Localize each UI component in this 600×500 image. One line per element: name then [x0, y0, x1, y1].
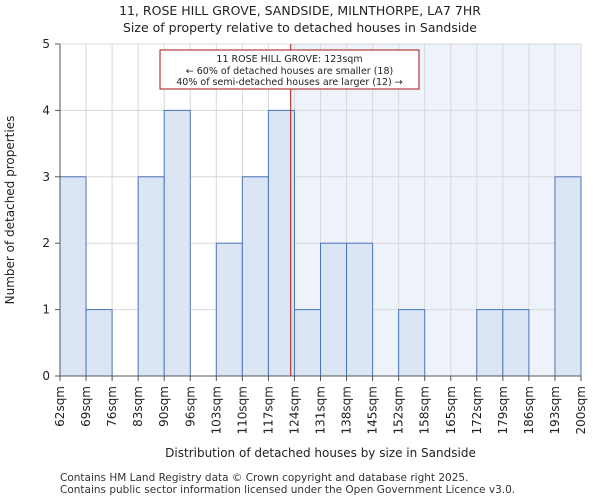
x-tick-label: 179sqm	[496, 386, 510, 434]
x-tick-label: 145sqm	[366, 386, 380, 434]
histogram-bar	[241, 176, 269, 377]
annotation-line2: ← 60% of detached houses are smaller (18…	[186, 66, 393, 77]
x-tick-label: 165sqm	[444, 386, 458, 434]
x-tick-label: 193sqm	[548, 386, 562, 434]
y-tick-label: 5	[42, 37, 50, 51]
histogram-bar	[476, 309, 504, 377]
x-tick-label: 172sqm	[470, 386, 484, 434]
histogram-bar	[346, 242, 374, 377]
x-axis-label: Distribution of detached houses by size …	[165, 446, 476, 460]
chart-title-line1: 11, ROSE HILL GROVE, SANDSIDE, MILNTHORP…	[119, 3, 481, 18]
annotation-box	[159, 49, 420, 90]
y-axis-label: Number of detached properties	[3, 116, 17, 305]
x-tick-label: 76sqm	[105, 386, 119, 427]
x-tick-label: 62sqm	[53, 386, 67, 427]
x-tick-label: 96sqm	[183, 386, 197, 427]
x-tick-label: 158sqm	[418, 386, 432, 434]
histogram-bar	[293, 309, 322, 377]
y-tick-label: 2	[42, 236, 50, 250]
histogram-bar	[59, 176, 87, 377]
histogram-bar	[398, 309, 426, 377]
x-tick-label: 138sqm	[340, 386, 354, 434]
y-tick-label: 1	[42, 303, 50, 317]
histogram-bar	[320, 242, 348, 377]
x-tick-label: 200sqm	[574, 386, 588, 434]
histogram-bar	[502, 309, 530, 377]
y-tick-label: 0	[42, 369, 50, 383]
histogram-bar	[137, 176, 165, 377]
footer-copyright: Contains HM Land Registry data © Crown c…	[60, 472, 469, 484]
x-tick-label: 103sqm	[209, 386, 223, 434]
x-tick-label: 83sqm	[131, 386, 145, 427]
histogram-bar	[163, 109, 191, 377]
y-tick-label: 4	[42, 103, 50, 117]
x-tick-label: 152sqm	[392, 386, 406, 434]
x-tick-label: 110sqm	[235, 386, 249, 434]
footer-licence: Contains public sector information licen…	[60, 484, 516, 496]
x-tick-label: 90sqm	[157, 386, 171, 427]
x-tick-label: 69sqm	[79, 386, 93, 427]
histogram-bar	[85, 309, 113, 377]
annotation-line3: 40% of semi-detached houses are larger (…	[176, 77, 403, 88]
chart-title-line2: Size of property relative to detached ho…	[123, 20, 477, 35]
histogram-bar	[554, 176, 582, 377]
x-tick-label: 186sqm	[522, 386, 536, 434]
annotation-line1: 11 ROSE HILL GROVE: 123sqm	[216, 54, 362, 65]
x-tick-label: 124sqm	[287, 386, 301, 434]
x-tick-label: 131sqm	[314, 386, 328, 434]
y-tick-label: 3	[42, 170, 50, 184]
x-tick-label: 117sqm	[261, 386, 275, 434]
histogram-bar	[215, 242, 243, 377]
